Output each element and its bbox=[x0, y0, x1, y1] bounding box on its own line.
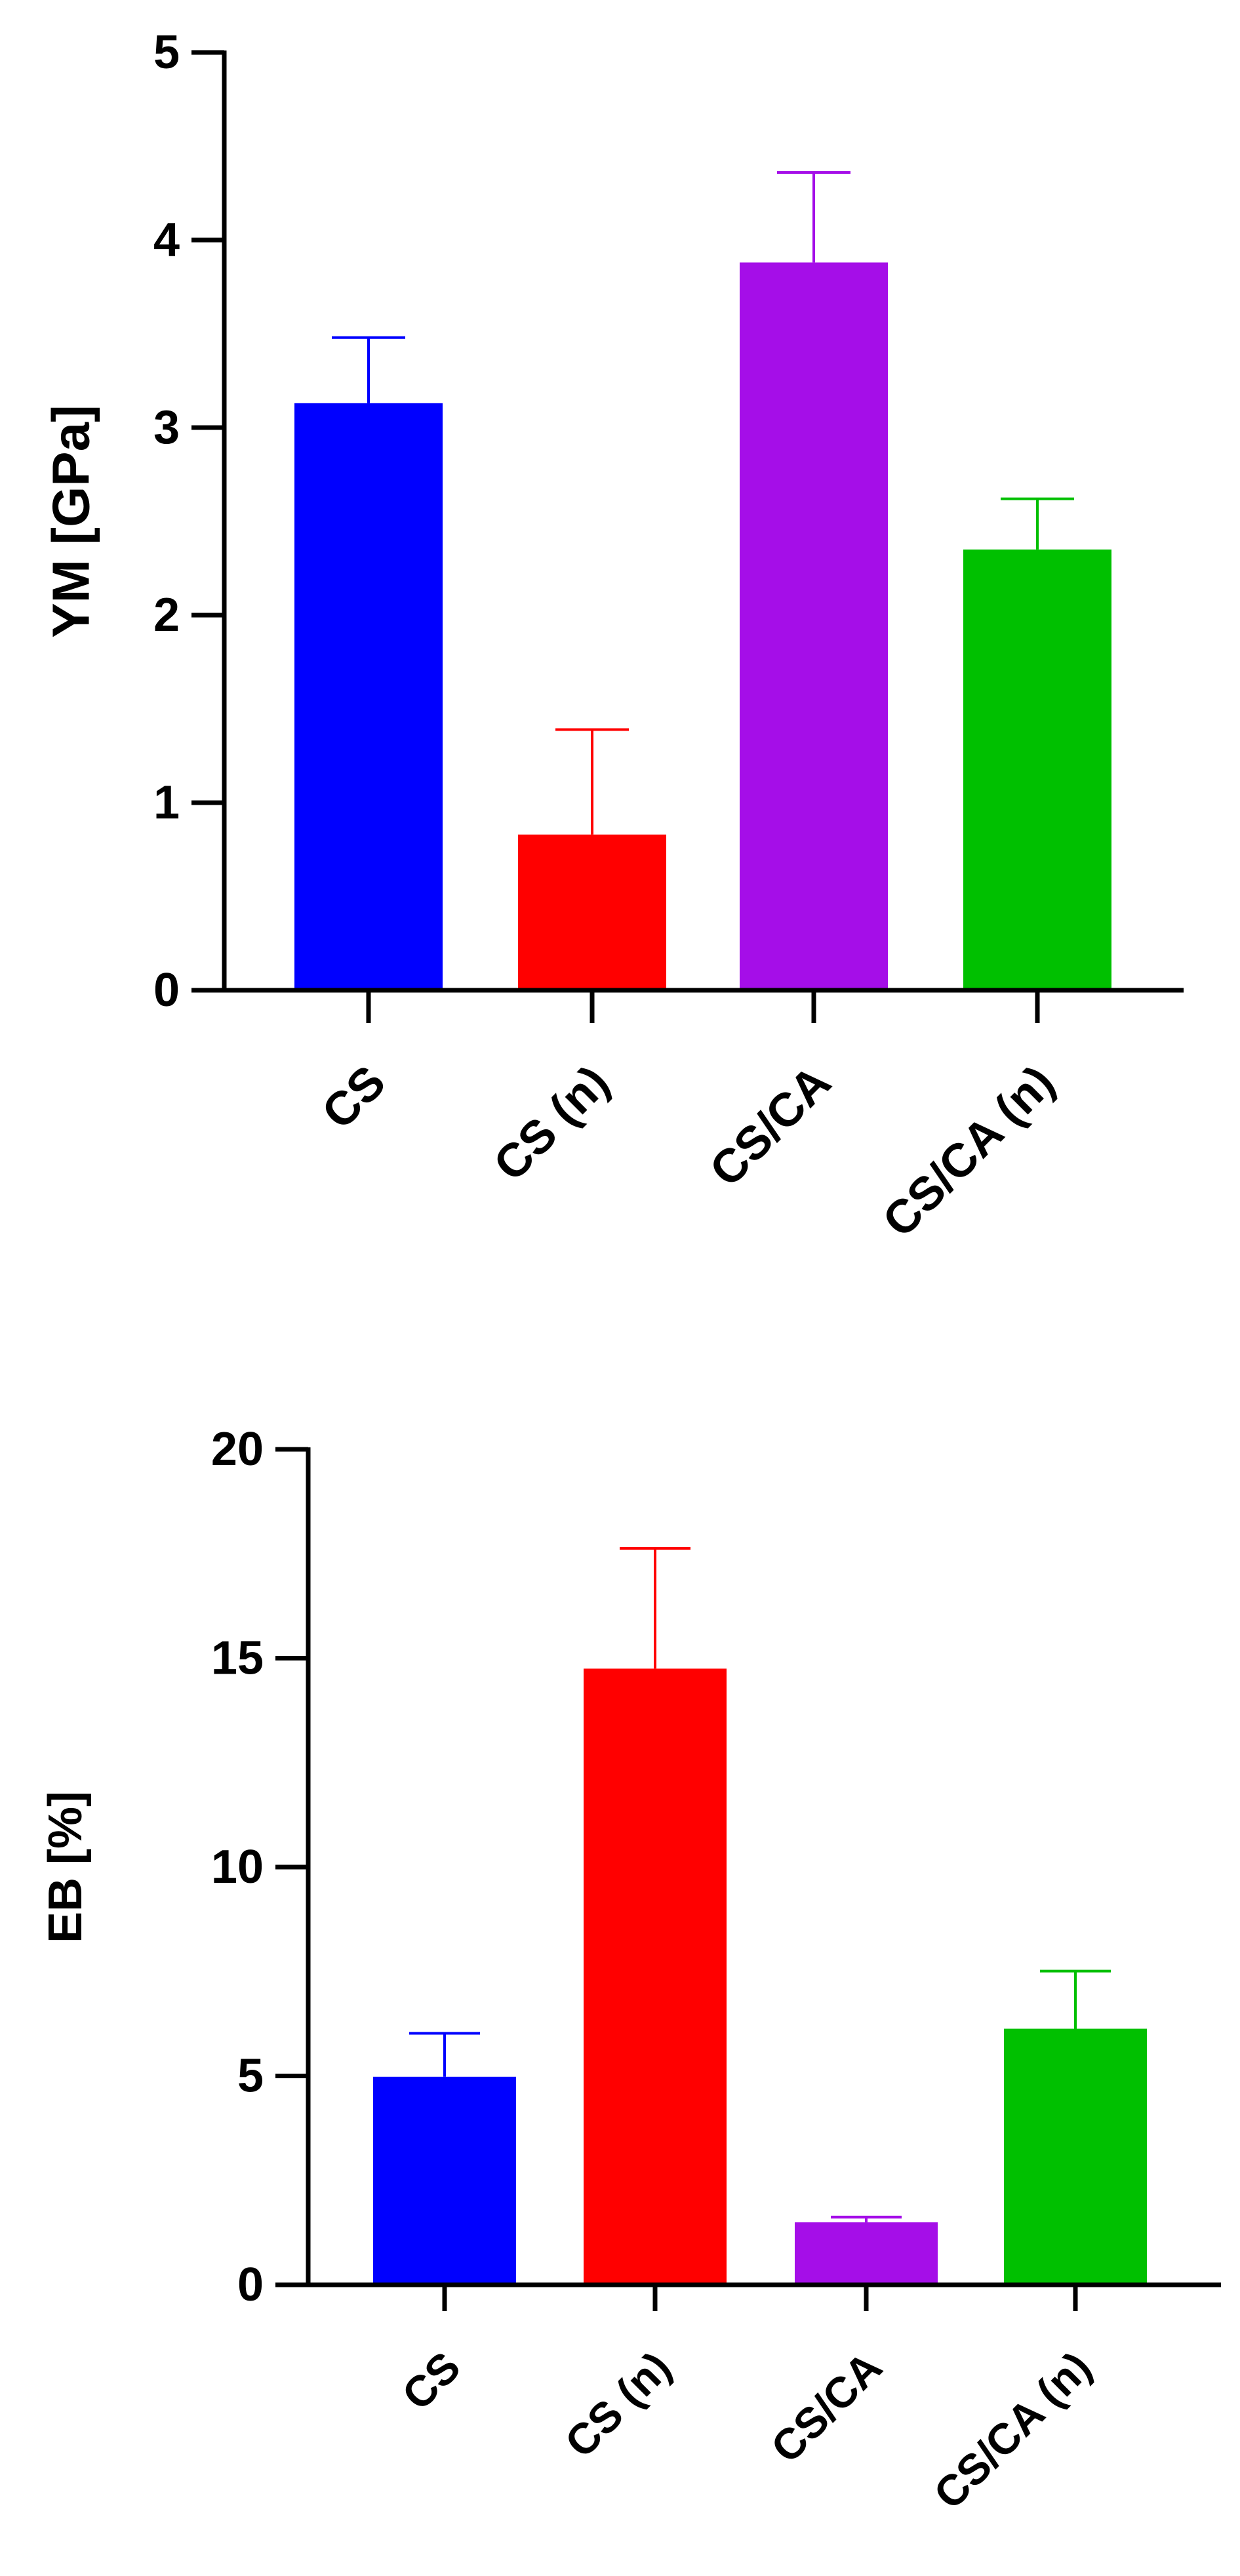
ym-error-bar-4 bbox=[1001, 497, 1074, 550]
ym-bar-3 bbox=[740, 262, 888, 990]
eb-category-label-3: CS/CA bbox=[761, 2343, 891, 2472]
eb-bar-4 bbox=[1004, 2028, 1147, 2285]
ym-error-bar-2 bbox=[555, 728, 629, 835]
eb-y-tick-label-2: 10 bbox=[211, 1841, 264, 1893]
ym-y-tick-label-5: 5 bbox=[153, 26, 180, 79]
eb-bar-1 bbox=[373, 2076, 516, 2285]
eb-y-tick-label-1: 5 bbox=[237, 2050, 264, 2103]
eb-category-label-4: CS/CA (n) bbox=[925, 2343, 1100, 2518]
ym-y-tick-label-2: 2 bbox=[153, 589, 180, 641]
ym-y-tick-label-0: 0 bbox=[153, 964, 180, 1016]
eb-y-tick-label-4: 20 bbox=[211, 1423, 264, 1476]
eb-category-label-2: CS (n) bbox=[555, 2343, 680, 2467]
eb-bar-3 bbox=[795, 2222, 938, 2285]
eb-y-tick-label-3: 15 bbox=[211, 1632, 264, 1685]
ym-chart: 0 1 2 3 4 5 CS CS (n) CS/CA CS/CA (n) YM [GPa] bbox=[42, 26, 1184, 1247]
ym-category-label-4: CS/CA (n) bbox=[873, 1056, 1064, 1247]
eb-error-bar-2 bbox=[620, 1546, 690, 1669]
ym-y-tick-label-1: 1 bbox=[153, 776, 180, 829]
ym-error-bar-3 bbox=[777, 171, 850, 263]
eb-y-tick-label-0: 0 bbox=[237, 2259, 264, 2311]
ym-category-label-1: CS bbox=[312, 1056, 395, 1139]
ym-bar-4 bbox=[963, 549, 1111, 990]
ym-category-label-3: CS/CA bbox=[700, 1056, 841, 1197]
eb-bar-2 bbox=[584, 1668, 727, 2285]
ym-y-tick-label-3: 3 bbox=[153, 401, 180, 454]
eb-error-bar-3 bbox=[831, 2215, 902, 2223]
ym-category-label-2: CS (n) bbox=[484, 1056, 619, 1191]
ym-bar-2 bbox=[518, 834, 666, 990]
ym-error-bar-1 bbox=[332, 336, 405, 403]
ym-bar-1 bbox=[294, 403, 443, 990]
eb-y-axis-title: EB [%] bbox=[39, 1791, 92, 1943]
eb-chart: 0 5 10 15 20 CS CS (n) CS/CA CS/CA (n) EB [%] bbox=[39, 1423, 1221, 2518]
eb-category-label-1: CS bbox=[393, 2343, 470, 2419]
eb-error-bar-4 bbox=[1040, 1969, 1111, 2029]
ym-y-tick-label-4: 4 bbox=[153, 214, 180, 266]
ym-y-axis-title: YM [GPa] bbox=[42, 405, 100, 638]
eb-error-bar-1 bbox=[409, 2032, 480, 2077]
